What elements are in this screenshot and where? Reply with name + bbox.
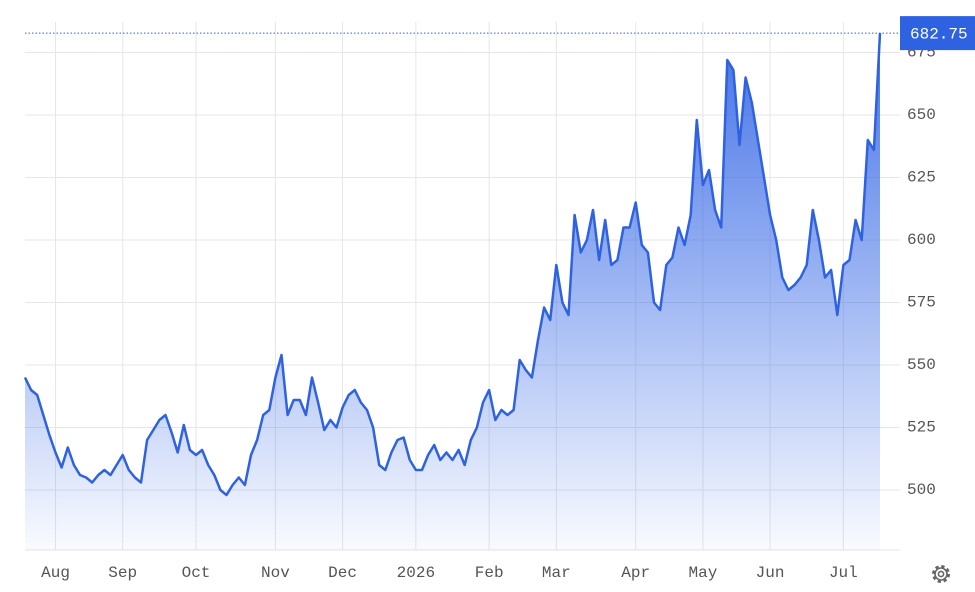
- x-tick-label: Jul: [829, 564, 858, 582]
- y-tick-label: 575: [907, 294, 936, 312]
- x-tick-label: Apr: [621, 564, 650, 582]
- x-tick-label: Jun: [756, 564, 785, 582]
- x-tick-label: Feb: [475, 564, 504, 582]
- x-tick-label: 2026: [397, 564, 435, 582]
- gear-body: [934, 567, 948, 581]
- last-value-label: 682.75: [910, 25, 968, 43]
- y-tick-label: 500: [907, 481, 936, 499]
- gear-hole: [937, 570, 945, 578]
- gear-teeth: [932, 565, 950, 583]
- x-tick-label: May: [688, 564, 717, 582]
- y-tick-label: 550: [907, 356, 936, 374]
- y-tick-label: 650: [907, 106, 936, 124]
- x-tick-label: Oct: [182, 564, 211, 582]
- line: [23, 33, 882, 497]
- x-tick-label: Nov: [261, 564, 290, 582]
- y-tick-label: 625: [907, 169, 936, 187]
- x-tick-label: Dec: [328, 564, 357, 582]
- x-tick-label: Mar: [542, 564, 571, 582]
- settings-icon[interactable]: [932, 565, 950, 583]
- last-value-box: [900, 16, 975, 51]
- y-tick-label: 525: [907, 419, 936, 437]
- marks: [23, 32, 900, 551]
- x-tick-label: Sep: [108, 564, 137, 582]
- area: [25, 33, 880, 551]
- x-tick-label: Aug: [41, 564, 70, 582]
- y-tick-label: 600: [907, 231, 936, 249]
